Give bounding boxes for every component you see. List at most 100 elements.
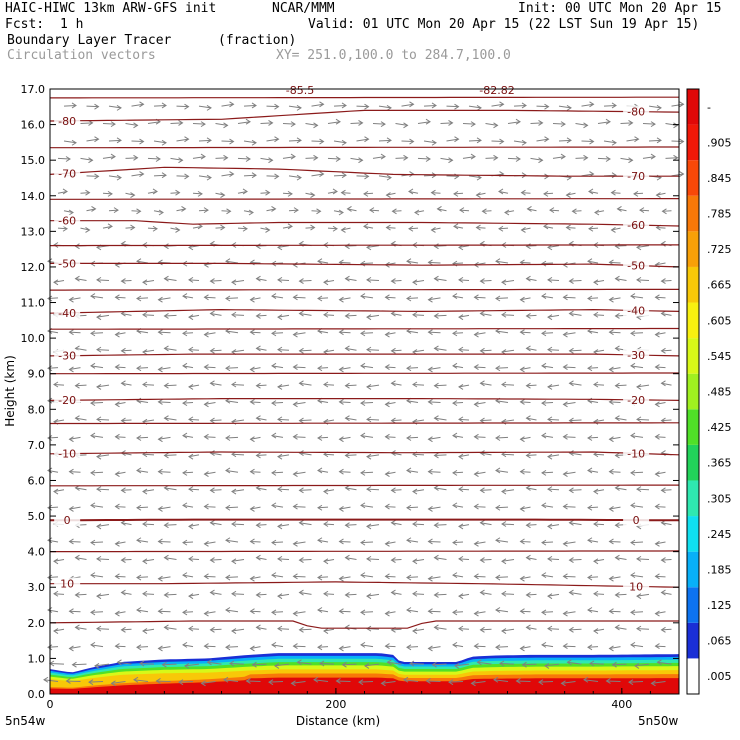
vector-shaft (495, 609, 509, 613)
isotherm-label-bg (54, 577, 81, 590)
vector-shaft (593, 419, 605, 423)
vector-shaft (615, 417, 627, 421)
vector-head (479, 450, 485, 456)
vector-shaft (136, 330, 149, 334)
vector-shaft (458, 245, 470, 248)
vector-head (255, 313, 261, 319)
vector-shaft (86, 138, 99, 142)
vector-head (412, 558, 418, 565)
vector-head (476, 137, 482, 144)
vector-shaft (391, 382, 402, 386)
vector-shaft (271, 365, 284, 369)
vector-head (251, 102, 257, 109)
vector-head (360, 362, 366, 369)
vector-shaft (360, 435, 374, 438)
vector-head (583, 154, 589, 161)
vector-shaft (317, 609, 329, 613)
vector-shaft (593, 453, 605, 456)
vector-shaft (299, 522, 312, 526)
vector-shaft (520, 506, 531, 510)
vector-shaft (115, 611, 126, 615)
vector-shaft (231, 593, 245, 595)
vector-shaft (225, 436, 239, 439)
vector-head (344, 624, 350, 631)
vector-head (562, 294, 568, 301)
colorbar-label: .185 (707, 563, 732, 576)
vector-shaft (501, 628, 515, 632)
vector-head (139, 138, 145, 145)
vector-head (433, 452, 439, 459)
vector-shaft (385, 366, 396, 369)
vector-shaft (611, 192, 621, 194)
vector-head (338, 366, 344, 373)
vector-head (430, 227, 436, 233)
vector-head (541, 469, 547, 476)
vector-shaft (323, 419, 335, 423)
vector-shaft (366, 418, 380, 421)
vector-head (47, 537, 53, 544)
vector-shaft (630, 504, 644, 508)
vector-head (249, 366, 255, 373)
vector-head (188, 486, 194, 493)
vector-shaft (204, 611, 216, 615)
vector-head (317, 365, 323, 372)
vector-head (458, 593, 464, 600)
vector-head (614, 485, 620, 491)
vector-shaft (182, 574, 194, 578)
vector-shaft (395, 157, 408, 159)
vector-shaft (266, 175, 279, 177)
vector-shaft (575, 157, 588, 159)
vector-head (390, 380, 396, 387)
vector-shaft (90, 644, 104, 648)
vector-shaft (471, 681, 486, 684)
vector-head (360, 330, 366, 337)
vector-shaft (593, 349, 605, 353)
vector-head (268, 679, 274, 686)
vector-head (277, 314, 283, 321)
vector-head (255, 345, 261, 352)
contour-layer: 10 100 0-10 -10-20 -20-30 -30-40 -40-50 -50-60-… (49, 84, 680, 629)
vector-shaft (360, 504, 374, 508)
vector-head (427, 436, 433, 443)
vector-shaft (339, 261, 351, 264)
isotherm-label-bg (623, 105, 650, 118)
vector-head (661, 208, 667, 215)
vector-head (231, 311, 237, 318)
vector-shaft (363, 225, 374, 229)
vector-head (504, 209, 510, 216)
vector-head (568, 310, 574, 317)
vector-head (120, 347, 126, 354)
vector-shaft (293, 541, 306, 545)
vector-head (96, 453, 102, 460)
vector-head (547, 346, 553, 353)
vector-shaft (628, 681, 644, 683)
vector-shaft (547, 524, 560, 527)
vector-shaft (360, 644, 374, 648)
vector-shaft (423, 140, 437, 144)
vector-head (521, 139, 527, 146)
vector-head (650, 121, 656, 128)
vector-head (525, 415, 531, 422)
vector-head (616, 205, 622, 212)
vector-shaft (495, 367, 509, 369)
vector-head (161, 661, 167, 668)
vector-shaft (636, 245, 650, 248)
vector-head (68, 436, 74, 443)
vector-head (364, 136, 370, 143)
vector-head (608, 366, 614, 373)
vector-shaft (480, 558, 492, 561)
vector-shaft (192, 156, 206, 159)
vector-shaft (661, 279, 672, 282)
vector-shaft (339, 610, 351, 613)
vector-head (292, 540, 298, 547)
vector-head (53, 488, 59, 495)
vector-shaft (434, 278, 447, 281)
x-left-end-label: 5n54w (5, 714, 46, 728)
vector-head (515, 118, 521, 125)
vector-head (188, 625, 194, 632)
vector-head (323, 521, 329, 527)
vector-head (549, 207, 555, 214)
vector-shaft (385, 471, 396, 475)
vector-head (292, 503, 298, 510)
vector-shaft (501, 593, 515, 595)
